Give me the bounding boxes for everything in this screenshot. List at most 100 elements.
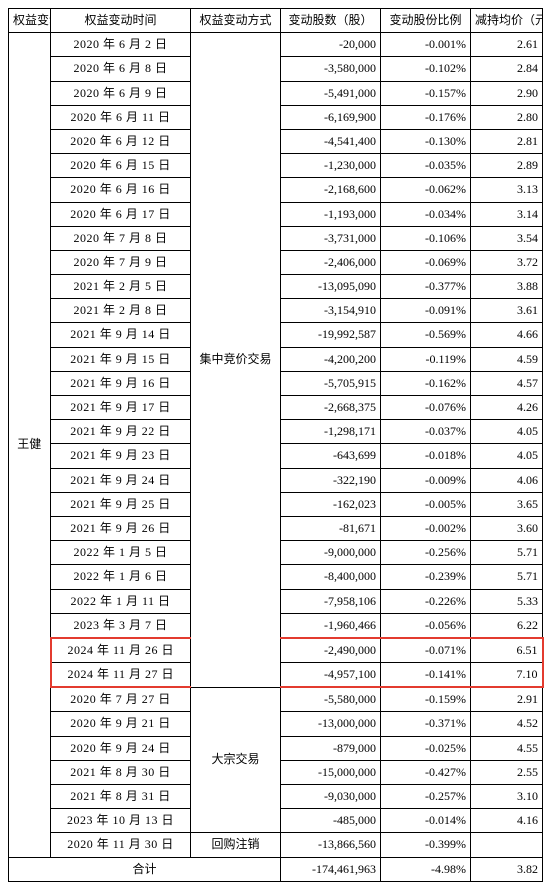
total-label: 合计 bbox=[9, 857, 281, 881]
table-cell: -1,298,171 bbox=[281, 420, 381, 444]
table-cell: -1,960,466 bbox=[281, 613, 381, 638]
table-cell: -0.226% bbox=[381, 589, 471, 613]
table-cell: 3.13 bbox=[471, 178, 543, 202]
table-cell: 2021 年 9 月 23 日 bbox=[51, 444, 191, 468]
table-cell: -5,491,000 bbox=[281, 81, 381, 105]
table-cell: 4.05 bbox=[471, 444, 543, 468]
table-cell: 2020 年 6 月 16 日 bbox=[51, 178, 191, 202]
table-cell: 2.89 bbox=[471, 154, 543, 178]
table-cell: -0.130% bbox=[381, 129, 471, 153]
table-cell: -0.056% bbox=[381, 613, 471, 638]
table-cell: 4.26 bbox=[471, 396, 543, 420]
table-cell: 2020 年 9 月 21 日 bbox=[51, 712, 191, 736]
table-cell: -0.091% bbox=[381, 299, 471, 323]
table-cell: -3,731,000 bbox=[281, 226, 381, 250]
table-cell: 2021 年 9 月 16 日 bbox=[51, 371, 191, 395]
table-row: 2020 年 7 月 27 日大宗交易-5,580,000-0.159%2.91 bbox=[9, 687, 543, 712]
table-cell: -20,000 bbox=[281, 33, 381, 57]
table-cell: -879,000 bbox=[281, 736, 381, 760]
table-cell: -2,668,375 bbox=[281, 396, 381, 420]
table-cell: -5,580,000 bbox=[281, 687, 381, 712]
col-price: 减持均价（元/股） bbox=[471, 9, 543, 33]
table-cell: -6,169,900 bbox=[281, 105, 381, 129]
table-cell: 2024 年 11 月 26 日 bbox=[51, 638, 191, 663]
table-cell: 6.22 bbox=[471, 613, 543, 638]
table-row: 王健2020 年 6 月 2 日集中竞价交易-20,000-0.001%2.61 bbox=[9, 33, 543, 57]
table-cell: 3.65 bbox=[471, 492, 543, 516]
table-cell: -0.102% bbox=[381, 57, 471, 81]
table-cell: -0.037% bbox=[381, 420, 471, 444]
table-cell: -0.119% bbox=[381, 347, 471, 371]
table-cell: 3.54 bbox=[471, 226, 543, 250]
table-cell: 2.84 bbox=[471, 57, 543, 81]
method-cell: 集中竞价交易 bbox=[191, 33, 281, 688]
table-cell: 2.61 bbox=[471, 33, 543, 57]
table-cell: -0.239% bbox=[381, 565, 471, 589]
table-cell: -13,000,000 bbox=[281, 712, 381, 736]
table-cell: -4.98% bbox=[381, 857, 471, 881]
table-cell: 2020 年 6 月 2 日 bbox=[51, 33, 191, 57]
table-cell: 4.57 bbox=[471, 371, 543, 395]
table-cell: -0.162% bbox=[381, 371, 471, 395]
table-cell: 4.55 bbox=[471, 736, 543, 760]
table-cell: -174,461,963 bbox=[281, 857, 381, 881]
table-cell: 2020 年 6 月 8 日 bbox=[51, 57, 191, 81]
table-cell: 2022 年 1 月 6 日 bbox=[51, 565, 191, 589]
table-cell: -643,699 bbox=[281, 444, 381, 468]
table-cell: 2021 年 8 月 31 日 bbox=[51, 785, 191, 809]
table-cell: 2021 年 9 月 17 日 bbox=[51, 396, 191, 420]
table-cell: -0.256% bbox=[381, 541, 471, 565]
table-cell: 2023 年 10 月 13 日 bbox=[51, 809, 191, 833]
table-cell: -0.018% bbox=[381, 444, 471, 468]
table-cell: 3.72 bbox=[471, 250, 543, 274]
table-cell: 2022 年 1 月 11 日 bbox=[51, 589, 191, 613]
col-method: 权益变动方式 bbox=[191, 9, 281, 33]
table-cell: -0.062% bbox=[381, 178, 471, 202]
table-cell: -9,000,000 bbox=[281, 541, 381, 565]
table-cell: 2020 年 6 月 15 日 bbox=[51, 154, 191, 178]
table-cell: 2023 年 3 月 7 日 bbox=[51, 613, 191, 638]
table-cell: 2021 年 2 月 8 日 bbox=[51, 299, 191, 323]
table-cell: -0.106% bbox=[381, 226, 471, 250]
subject-cell: 王健 bbox=[9, 33, 51, 857]
total-row: 合计-174,461,963-4.98%3.82 bbox=[9, 857, 543, 881]
table-cell: 2021 年 9 月 15 日 bbox=[51, 347, 191, 371]
table-cell: 5.71 bbox=[471, 541, 543, 565]
table-cell: -2,406,000 bbox=[281, 250, 381, 274]
table-cell: -13,095,090 bbox=[281, 275, 381, 299]
table-cell: 2020 年 11 月 30 日 bbox=[51, 833, 191, 857]
table-cell bbox=[471, 833, 543, 857]
table-cell: -3,154,910 bbox=[281, 299, 381, 323]
table-cell: -13,866,560 bbox=[281, 833, 381, 857]
table-cell: -9,030,000 bbox=[281, 785, 381, 809]
table-cell: -0.001% bbox=[381, 33, 471, 57]
table-cell: 4.16 bbox=[471, 809, 543, 833]
method-cell: 回购注销 bbox=[191, 833, 281, 857]
table-cell: -7,958,106 bbox=[281, 589, 381, 613]
table-cell: -0.159% bbox=[381, 687, 471, 712]
table-cell: 2.81 bbox=[471, 129, 543, 153]
table-cell: -2,490,000 bbox=[281, 638, 381, 663]
table-cell: -322,190 bbox=[281, 468, 381, 492]
col-subject: 权益变动主体 bbox=[9, 9, 51, 33]
table-cell: 2021 年 9 月 26 日 bbox=[51, 516, 191, 540]
table-cell: 2021 年 9 月 24 日 bbox=[51, 468, 191, 492]
equity-change-table: 权益变动主体 权益变动时间 权益变动方式 变动股数（股） 变动股份比例 减持均价… bbox=[8, 8, 544, 882]
table-cell: 2.80 bbox=[471, 105, 543, 129]
table-cell: -4,541,400 bbox=[281, 129, 381, 153]
table-cell: -0.399% bbox=[381, 833, 471, 857]
table-cell: -1,193,000 bbox=[281, 202, 381, 226]
header-row: 权益变动主体 权益变动时间 权益变动方式 变动股数（股） 变动股份比例 减持均价… bbox=[9, 9, 543, 33]
table-cell: 2.90 bbox=[471, 81, 543, 105]
table-cell: -162,023 bbox=[281, 492, 381, 516]
table-cell: -0.034% bbox=[381, 202, 471, 226]
table-cell: -0.157% bbox=[381, 81, 471, 105]
table-cell: 2021 年 9 月 25 日 bbox=[51, 492, 191, 516]
table-cell: -0.076% bbox=[381, 396, 471, 420]
table-cell: -0.035% bbox=[381, 154, 471, 178]
table-cell: 2024 年 11 月 27 日 bbox=[51, 663, 191, 688]
table-row: 2020 年 11 月 30 日回购注销-13,866,560-0.399% bbox=[9, 833, 543, 857]
table-cell: 2021 年 2 月 5 日 bbox=[51, 275, 191, 299]
table-cell: 2020 年 7 月 9 日 bbox=[51, 250, 191, 274]
table-cell: 2021 年 9 月 14 日 bbox=[51, 323, 191, 347]
